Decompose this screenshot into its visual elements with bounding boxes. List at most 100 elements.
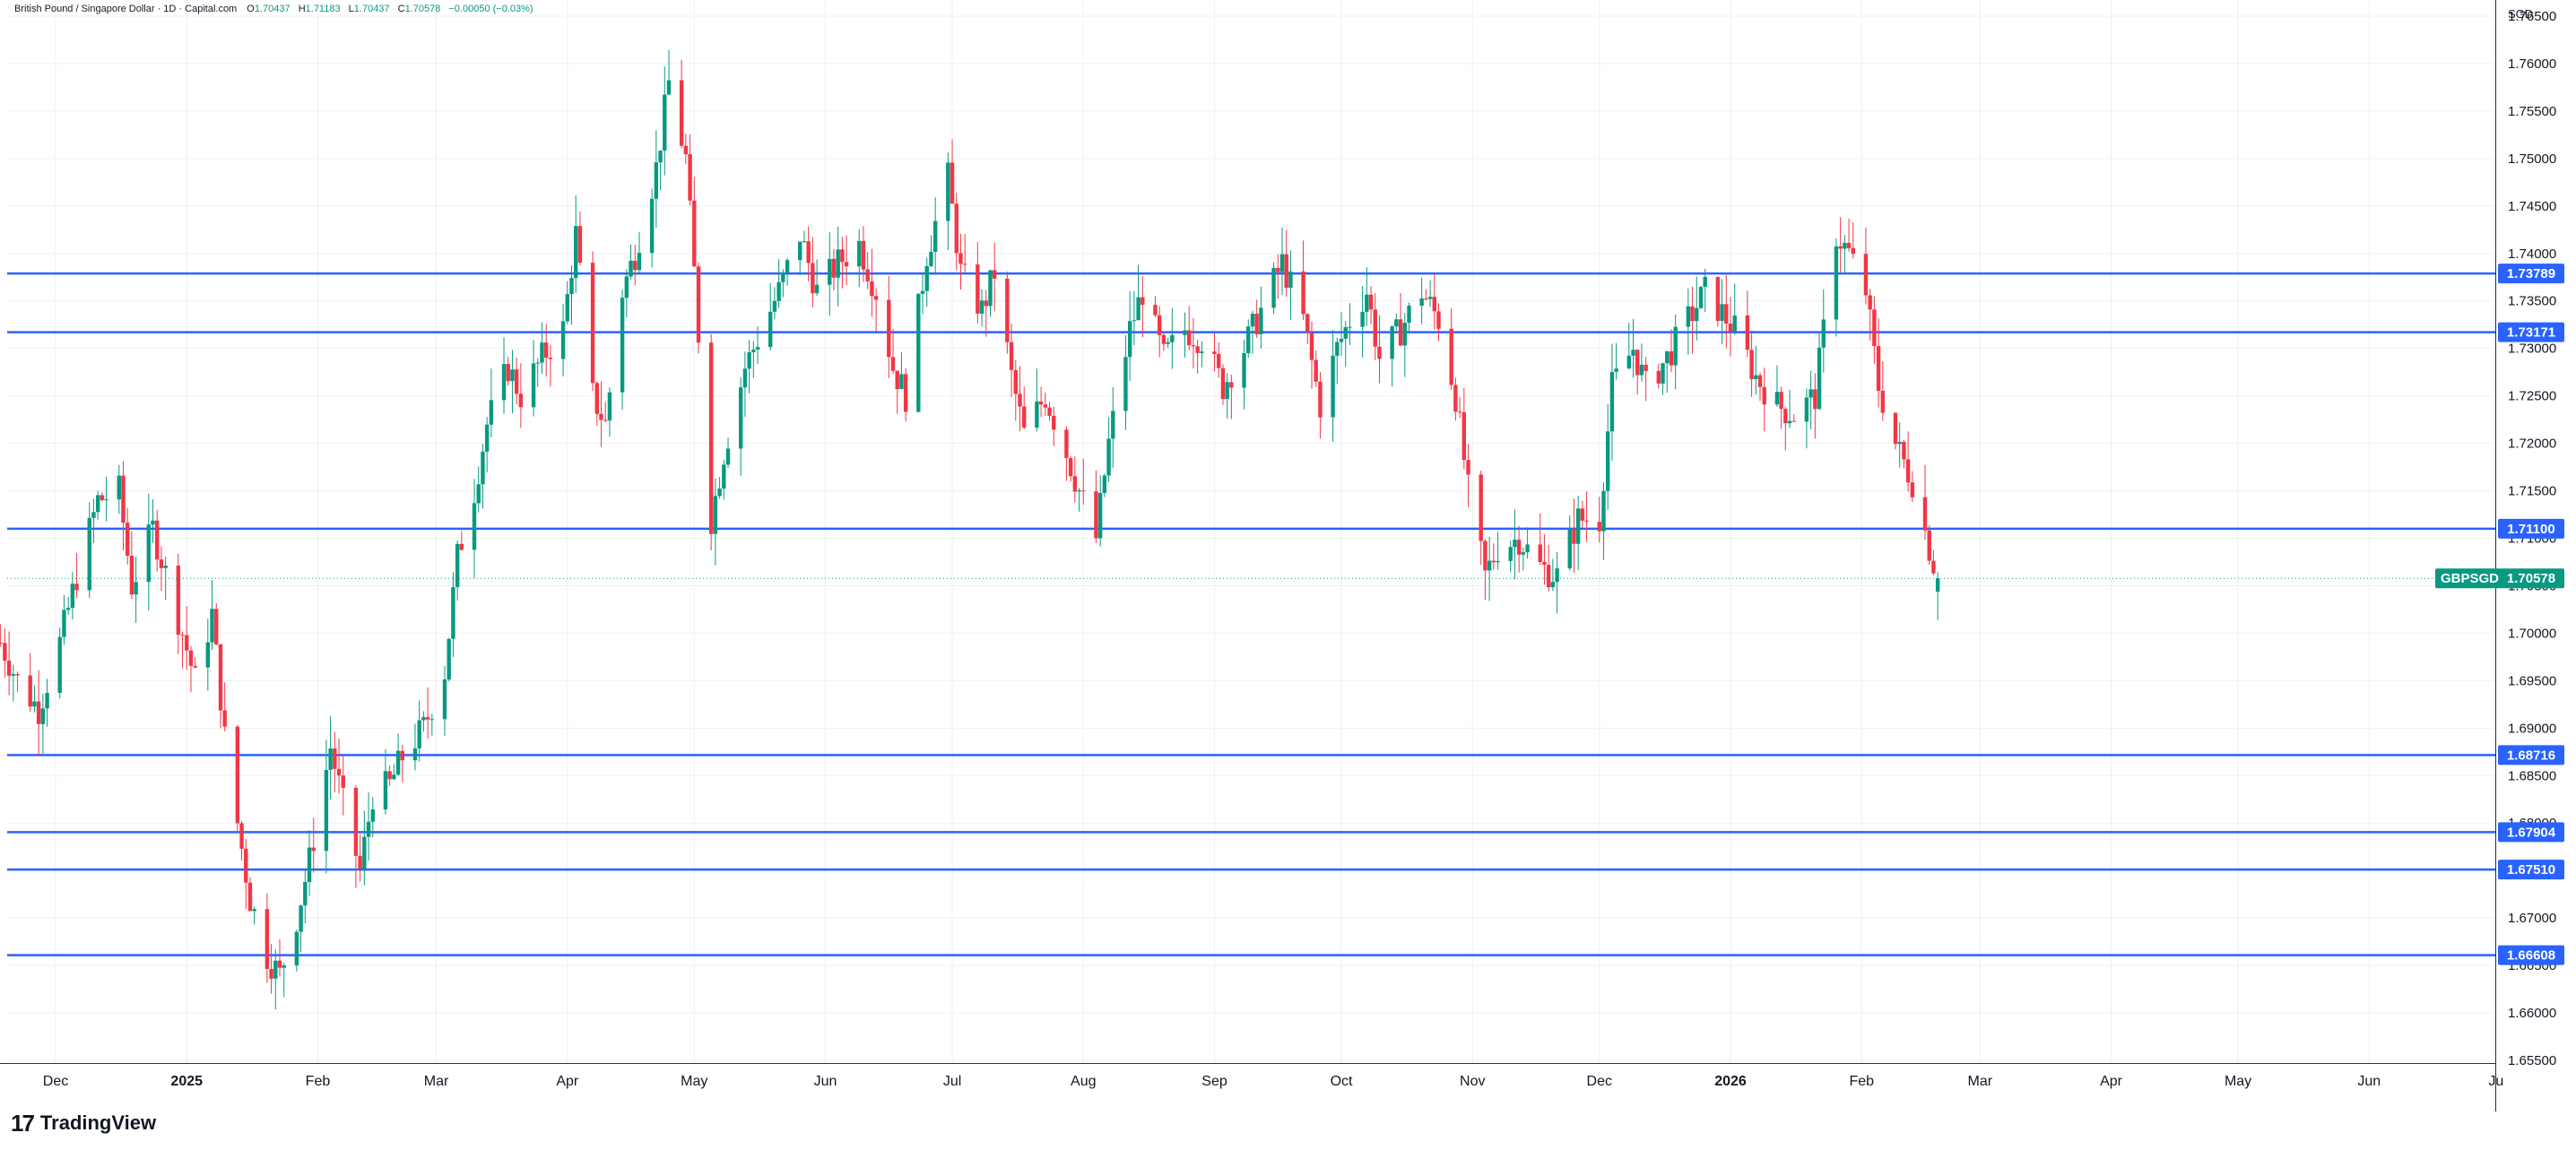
candle-body[interactable]	[1808, 389, 1813, 398]
candle-body[interactable]	[798, 241, 802, 261]
candle-body[interactable]	[548, 358, 553, 359]
candle-body[interactable]	[932, 220, 938, 252]
candle-body[interactable]	[1538, 544, 1542, 562]
candle-body[interactable]	[1457, 411, 1462, 413]
candle-body[interactable]	[1732, 315, 1737, 333]
candle-body[interactable]	[311, 847, 316, 852]
candle-body[interactable]	[1064, 429, 1069, 459]
candle-body[interactable]	[1038, 401, 1044, 405]
candle-body[interactable]	[1690, 306, 1695, 322]
candle-body[interactable]	[1271, 267, 1276, 308]
candle-body[interactable]	[366, 821, 371, 837]
candle-body[interactable]	[1132, 320, 1137, 322]
candle-body[interactable]	[725, 448, 731, 465]
candle-body[interactable]	[155, 520, 160, 560]
candle-body[interactable]	[1922, 497, 1928, 531]
candle-body[interactable]	[459, 543, 464, 550]
candle-body[interactable]	[1314, 359, 1318, 382]
candle-body[interactable]	[1491, 560, 1496, 563]
candle-body[interactable]	[620, 298, 625, 393]
candle-body[interactable]	[476, 484, 481, 504]
candle-body[interactable]	[865, 269, 870, 281]
candle-body[interactable]	[717, 489, 722, 497]
candle-body[interactable]	[0, 643, 3, 644]
candle-body[interactable]	[451, 587, 455, 639]
candle-body[interactable]	[1072, 476, 1078, 492]
candle-body[interactable]	[1516, 540, 1522, 555]
price-axis[interactable]: 1.76500 1.76000 1.75500 1.75000 1.74500 1.740…	[2508, 9, 2556, 1068]
candle-body[interactable]	[1703, 276, 1707, 288]
candle-body[interactable]	[370, 809, 375, 822]
candle-body[interactable]	[531, 363, 536, 408]
candle-body[interactable]	[1479, 474, 1483, 541]
candle-body[interactable]	[57, 636, 62, 694]
candle-body[interactable]	[1360, 311, 1365, 327]
candle-body[interactable]	[121, 475, 126, 523]
candle-body[interactable]	[1779, 392, 1783, 410]
candle-body[interactable]	[333, 748, 337, 769]
candle-body[interactable]	[100, 495, 105, 500]
candle-body[interactable]	[1868, 295, 1872, 310]
candle-body[interactable]	[269, 968, 273, 979]
candle-body[interactable]	[1580, 508, 1585, 521]
candle-body[interactable]	[1843, 242, 1847, 249]
candle-body[interactable]	[353, 787, 359, 856]
candle-body[interactable]	[1365, 294, 1369, 312]
candle-body[interactable]	[1614, 368, 1618, 372]
candle-body[interactable]	[1817, 347, 1822, 410]
candle-body[interactable]	[1449, 328, 1453, 385]
candle-body[interactable]	[1774, 392, 1780, 405]
candle-body[interactable]	[1665, 350, 1670, 364]
candle-body[interactable]	[1077, 490, 1081, 492]
candle-body[interactable]	[1521, 552, 1526, 555]
candle-body[interactable]	[629, 260, 633, 277]
candle-body[interactable]	[1550, 582, 1556, 588]
candle-body[interactable]	[1394, 319, 1399, 327]
candle-body[interactable]	[239, 823, 244, 849]
candle-body[interactable]	[429, 719, 435, 721]
candle-body[interactable]	[510, 369, 515, 382]
candle-body[interactable]	[104, 499, 108, 501]
candle-body[interactable]	[205, 642, 211, 668]
candle-body[interactable]	[1673, 326, 1678, 366]
candle-body[interactable]	[299, 905, 303, 932]
candle-body[interactable]	[1575, 508, 1581, 544]
candle-body[interactable]	[543, 342, 549, 359]
candle-body[interactable]	[341, 775, 345, 788]
candle-body[interactable]	[1220, 367, 1226, 399]
candle-body[interactable]	[1043, 404, 1048, 408]
candle-body[interactable]	[1880, 391, 1886, 413]
candle-body[interactable]	[535, 362, 540, 364]
candle-body[interactable]	[1461, 411, 1467, 461]
candle-body[interactable]	[1698, 287, 1704, 308]
candle-body[interactable]	[603, 419, 608, 421]
candle-body[interactable]	[1609, 371, 1615, 432]
candle-body[interactable]	[1339, 338, 1344, 342]
candle-body[interactable]	[28, 675, 32, 707]
candle-body[interactable]	[692, 200, 697, 267]
candle-body[interactable]	[1136, 297, 1141, 321]
candle-body[interactable]	[954, 203, 958, 254]
candle-body[interactable]	[861, 240, 866, 270]
candle-body[interactable]	[1259, 307, 1263, 334]
candle-body[interactable]	[1191, 345, 1196, 347]
candle-body[interactable]	[1009, 342, 1014, 370]
time-axis[interactable]: Dec 2025 Feb Mar Apr May Jun Jul Aug Sep Oct Nov Dec…	[43, 1074, 2503, 1089]
candle-body[interactable]	[658, 151, 663, 163]
candle-body[interactable]	[1427, 297, 1433, 299]
candle-body[interactable]	[1661, 363, 1665, 384]
candle-body[interactable]	[324, 769, 329, 852]
horizontal-levels[interactable]	[7, 272, 2495, 956]
candle-body[interactable]	[362, 836, 367, 869]
candle-body[interactable]	[1927, 530, 1931, 561]
candle-body[interactable]	[1161, 334, 1167, 344]
candle-body[interactable]	[252, 909, 256, 912]
candle-body[interactable]	[392, 774, 396, 780]
candle-body[interactable]	[1453, 385, 1458, 412]
candle-body[interactable]	[358, 855, 362, 869]
candle-body[interactable]	[683, 145, 689, 155]
candle-body[interactable]	[920, 290, 925, 294]
candle-body[interactable]	[1187, 330, 1192, 346]
candle-body[interactable]	[1724, 304, 1729, 324]
